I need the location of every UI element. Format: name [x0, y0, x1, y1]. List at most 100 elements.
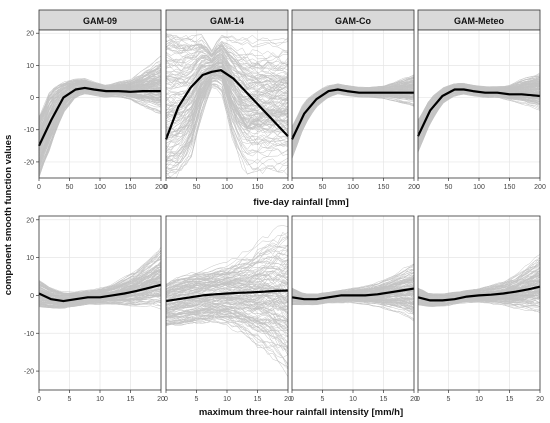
bootstrap-curve — [38, 300, 162, 309]
bootstrap-curve — [417, 300, 541, 310]
mean-smooth-line — [38, 86, 161, 147]
bootstrap-curve — [165, 86, 288, 175]
x-tick-label: 100 — [347, 184, 359, 191]
bootstrap-curve — [165, 62, 289, 106]
bootstrap-curve — [417, 257, 541, 296]
bootstrap-curve — [38, 280, 162, 304]
bootstrap-curve — [38, 255, 162, 296]
bootstrap-curve — [165, 279, 289, 308]
bootstrap-curve — [291, 91, 414, 155]
row1-x-axis-title: five-day rainfall [mm] — [253, 197, 349, 208]
bootstrap-curve — [165, 74, 289, 142]
bootstrap-curve — [38, 81, 162, 141]
bootstrap-curve — [165, 304, 289, 356]
bootstrap-curve — [165, 51, 289, 105]
bootstrap-curve — [165, 311, 289, 325]
x-tick-label: 0 — [164, 184, 168, 191]
bootstrap-curve — [38, 268, 162, 301]
x-tick-label: 20 — [284, 396, 292, 403]
bootstrap-curve — [165, 296, 289, 311]
bootstrap-curve — [291, 300, 415, 309]
y-tick-label: -20 — [24, 159, 34, 166]
bootstrap-curve — [165, 314, 289, 326]
bootstrap-curve — [38, 65, 162, 120]
bootstrap-curve — [291, 263, 415, 295]
bootstrap-curve — [165, 237, 289, 288]
bootstrap-curve — [291, 264, 415, 295]
bootstrap-curve — [38, 69, 162, 130]
bootstrap-curve — [38, 289, 162, 309]
bootstrap-curve — [38, 93, 162, 177]
panel-strip-label: GAM-Co — [335, 16, 371, 26]
bootstrap-curve — [291, 280, 415, 298]
bootstrap-curve — [417, 89, 541, 152]
panel-strip-label: GAM-14 — [210, 16, 244, 26]
bootstrap-curve — [165, 250, 289, 298]
bootstrap-curve — [291, 81, 415, 135]
panel-strip-label: GAM-09 — [83, 16, 117, 26]
bootstrap-curve — [38, 268, 162, 294]
bootstrap-curve — [165, 74, 289, 162]
x-tick-label: 0 — [164, 396, 168, 403]
bootstrap-curve — [417, 288, 541, 305]
bootstrap-curve — [165, 320, 289, 368]
x-tick-label: 200 — [282, 184, 294, 191]
bootstrap-curve — [165, 40, 289, 85]
bootstrap-curve — [291, 90, 415, 152]
y-tick-label: 0 — [30, 95, 34, 102]
bootstrap-curve — [38, 92, 162, 172]
x-tick-label: 20 — [536, 396, 544, 403]
x-tick-label: 15 — [127, 396, 135, 403]
panel-gam-14-row2: 0 5 10 15 20 — [164, 215, 292, 403]
y-tick-label: 20 — [26, 31, 34, 38]
row2-x-axis-title: maximum three-hour rainfall intensity [m… — [199, 407, 403, 418]
bootstrap-curve — [165, 279, 289, 323]
bootstrap-curve — [165, 277, 289, 293]
bootstrap-curve — [165, 33, 289, 53]
x-tick-label: 150 — [252, 184, 264, 191]
bootstrap-curve — [165, 70, 289, 132]
bootstrap-curve — [165, 78, 289, 160]
y-tick-label: -10 — [24, 127, 34, 134]
x-tick-label: 50 — [66, 184, 74, 191]
bootstrap-curve — [165, 284, 289, 312]
bootstrap-curve — [165, 49, 289, 97]
bootstrap-curve — [165, 297, 289, 318]
bootstrap-curve — [165, 50, 289, 81]
bootstrap-curve — [291, 280, 415, 297]
mean-smooth-line — [417, 285, 541, 302]
panel-strip-label: GAM-Meteo — [454, 16, 504, 26]
bootstrap-curve — [165, 66, 289, 133]
y-tick-label: -10 — [24, 331, 34, 338]
x-tick-label: 0 — [416, 184, 420, 191]
bootstrap-curve — [38, 259, 162, 299]
mean-smooth-line — [291, 88, 414, 140]
bootstrap-curve — [165, 54, 289, 90]
x-tick-label: 5 — [447, 396, 451, 403]
x-tick-label: 100 — [94, 184, 106, 191]
bootstrap-curve — [165, 78, 289, 158]
bootstrap-curve — [165, 268, 289, 295]
y-tick-label: 20 — [26, 217, 34, 224]
bootstrap-curve — [417, 74, 541, 121]
y-tick-label: 10 — [26, 255, 34, 262]
bootstrap-curve — [38, 276, 162, 296]
bootstrap-curve — [291, 93, 415, 159]
bootstrap-curves — [38, 55, 162, 178]
x-tick-label: 0 — [290, 184, 294, 191]
x-tick-label: 10 — [349, 396, 357, 403]
bootstrap-curve — [165, 314, 289, 369]
bootstrap-curve — [165, 271, 289, 298]
bootstrap-curve — [165, 298, 289, 314]
y-tick-label: 0 — [30, 293, 34, 300]
bootstrap-curve — [417, 91, 541, 145]
x-tick-label: 5 — [68, 396, 72, 403]
bootstrap-curve — [38, 78, 162, 138]
bootstrap-curve — [165, 273, 289, 294]
bootstrap-curve — [165, 308, 289, 331]
x-tick-label: 0 — [290, 396, 294, 403]
bootstrap-curve — [165, 64, 289, 122]
bootstrap-curve — [165, 66, 289, 150]
bootstrap-curve — [165, 319, 289, 351]
bootstrap-curve — [165, 283, 289, 315]
